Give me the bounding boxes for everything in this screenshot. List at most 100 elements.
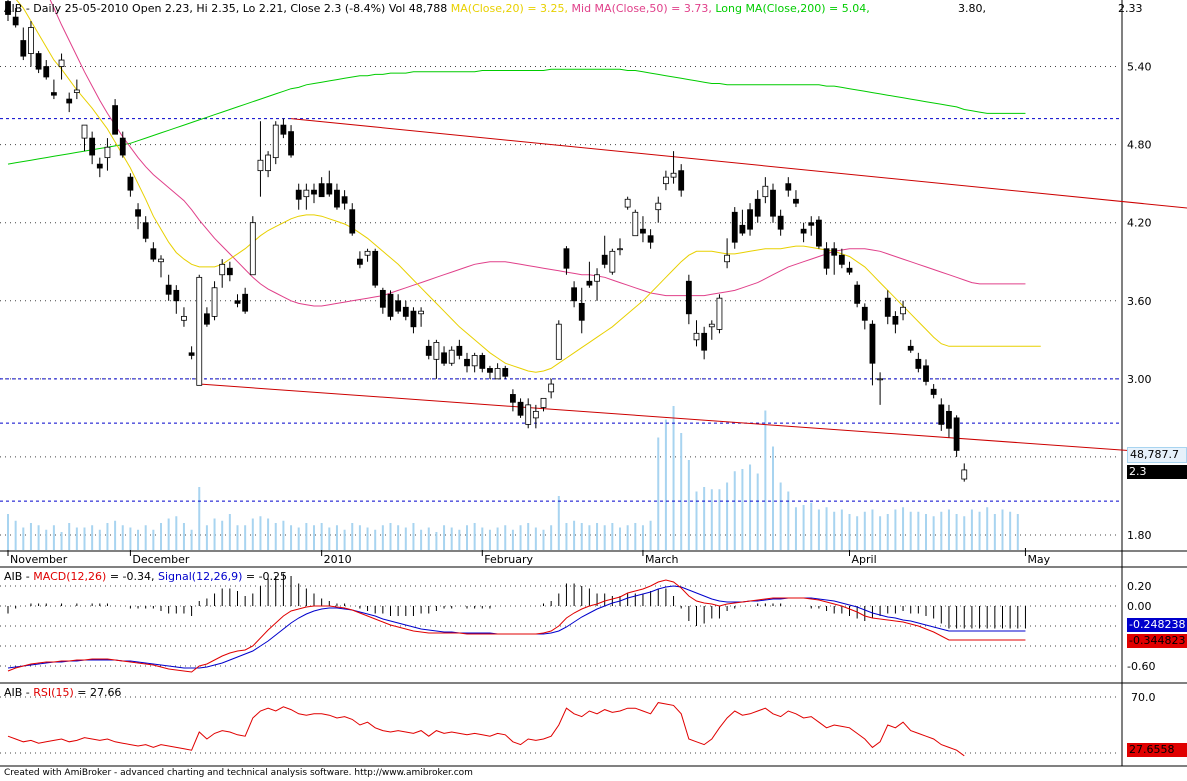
candle-body xyxy=(594,274,600,282)
volume-bar xyxy=(213,518,216,550)
candle-body xyxy=(112,105,118,135)
macd-tick-label: 0.20 xyxy=(1127,580,1152,593)
volume-bar xyxy=(733,471,736,550)
candle-body xyxy=(165,284,172,295)
candle-body xyxy=(203,313,210,325)
volume-bar xyxy=(817,509,820,550)
volume-bar xyxy=(114,520,117,550)
price-tick-label: 4.80 xyxy=(1127,139,1152,152)
macd-tick-label: 0.00 xyxy=(1127,600,1152,613)
signal-label: Signal(12,26,9) xyxy=(158,570,243,583)
price-tick-label: 1.80 xyxy=(1127,529,1152,542)
candle-body xyxy=(188,352,195,356)
moving-average-lines xyxy=(7,0,1041,373)
candle-body xyxy=(487,368,493,373)
candle-body xyxy=(43,66,50,78)
volume-bar xyxy=(121,525,124,550)
volume-bar xyxy=(297,527,300,550)
volume-bar xyxy=(718,489,721,550)
volume-bar xyxy=(259,516,262,550)
candle-body xyxy=(816,219,822,247)
candle-body xyxy=(288,131,294,156)
x-tick-label: April xyxy=(852,553,877,566)
trend-line xyxy=(199,383,1187,456)
volume-bar xyxy=(886,514,889,550)
rsi-tick-label: 70.0 xyxy=(1131,691,1156,704)
volume-bar xyxy=(687,460,690,550)
volume-bar xyxy=(756,473,759,550)
volume-bar xyxy=(160,523,162,550)
candle-body xyxy=(219,263,226,276)
candle-body xyxy=(624,198,631,208)
volume-bar xyxy=(703,487,706,550)
candle-body xyxy=(525,404,532,425)
candle-body xyxy=(823,248,830,269)
candle-body xyxy=(249,222,256,276)
candle-body xyxy=(571,287,577,302)
volume-bar xyxy=(810,502,813,550)
candle-body xyxy=(20,40,27,57)
volume-bar xyxy=(466,525,468,550)
ma20-label: MA(Close,20) = 3.25, xyxy=(450,2,569,15)
daily-summary: Daily 25-05-2010 Open 2.23, Hi 2.35, Lo … xyxy=(33,2,448,15)
volume-bar xyxy=(282,520,285,550)
candle-body xyxy=(647,235,654,243)
volume-bar xyxy=(427,527,430,550)
volume-bar xyxy=(695,491,698,550)
volume-bar xyxy=(68,523,71,550)
candle-body xyxy=(456,345,463,356)
rsi-header: AIB - RSI(15) = 27.66 xyxy=(4,686,121,699)
candle-body xyxy=(28,27,34,54)
candle-body xyxy=(311,189,317,195)
candle-body xyxy=(617,248,623,251)
candle-body xyxy=(770,189,776,217)
trend-lines xyxy=(199,118,1187,456)
candle-body xyxy=(295,189,302,200)
candle-body xyxy=(303,189,310,198)
volume-bar xyxy=(947,509,950,550)
candle-body xyxy=(96,163,103,169)
candle-body xyxy=(900,306,906,315)
candle-body xyxy=(946,410,952,429)
close-badge: 2.3 xyxy=(1127,465,1187,479)
candle-body xyxy=(961,469,968,480)
candle-body xyxy=(861,306,868,321)
candle-body xyxy=(418,310,425,315)
x-tick-label: March xyxy=(645,553,679,566)
volume-bar xyxy=(190,529,193,550)
volume-bar xyxy=(779,482,782,550)
volume-badge: 48,787.7 xyxy=(1127,447,1187,463)
volume-bar xyxy=(251,518,254,550)
candle-body xyxy=(441,352,447,364)
candle-body xyxy=(915,358,922,369)
candle-body xyxy=(655,202,662,211)
x-tick-label: February xyxy=(484,553,533,566)
volume-bar xyxy=(328,527,331,550)
volume-bar xyxy=(802,505,805,550)
candle-body xyxy=(280,124,287,135)
volume-bar xyxy=(473,523,476,550)
macd-pane: 0.20 0.00 -0.60 xyxy=(0,573,1155,673)
trend-line xyxy=(291,118,1187,209)
ma50-label: Mid MA(Close,50) = 3.73, xyxy=(571,2,712,15)
candle-body xyxy=(663,176,669,185)
candle-body xyxy=(35,53,42,70)
candle-body xyxy=(471,355,478,367)
candle-body xyxy=(494,368,501,380)
volume-bar xyxy=(588,525,591,550)
candle-body xyxy=(464,358,470,367)
volume-bar xyxy=(137,529,140,550)
x-tick-label: November xyxy=(10,553,68,566)
price-tick-label: 5.40 xyxy=(1127,61,1152,74)
candle-body xyxy=(104,146,111,159)
volume-bar xyxy=(435,532,438,550)
volume-bar xyxy=(573,520,576,550)
volume-bar xyxy=(7,514,9,550)
candle-body xyxy=(716,297,723,330)
candle-body xyxy=(892,315,899,325)
volume-bar xyxy=(657,437,660,550)
candle-body xyxy=(509,394,516,403)
rsi-badge: 27.6558 xyxy=(1127,743,1187,757)
volume-bar xyxy=(1009,511,1012,550)
